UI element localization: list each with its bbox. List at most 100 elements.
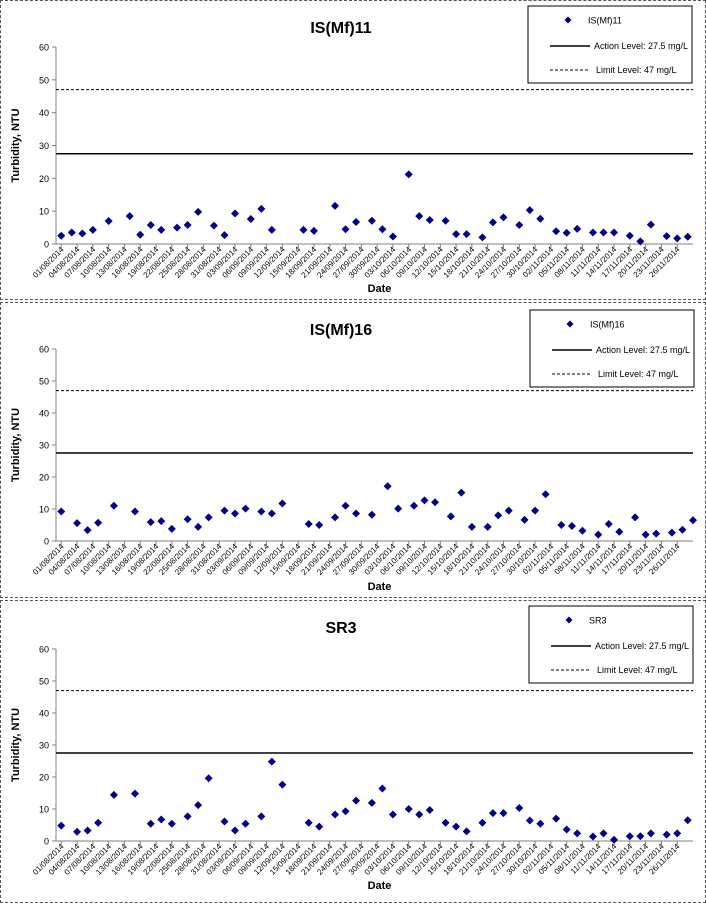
data-point <box>683 816 692 825</box>
chart-panel-sr3: SR3 0 10 20 30 40 50 60 Turbidity, NTU 01/08/2014… <box>0 600 706 903</box>
data-point <box>183 515 192 524</box>
data-point <box>257 507 266 516</box>
data-point <box>588 228 597 237</box>
y-tick-label: 60 <box>39 645 49 655</box>
data-point <box>594 530 603 539</box>
data-point <box>194 801 203 810</box>
data-point <box>278 499 287 508</box>
data-point <box>146 518 155 527</box>
data-point <box>588 832 597 841</box>
data-point <box>194 522 203 531</box>
data-point <box>525 206 534 215</box>
data-point <box>604 520 613 529</box>
y-tick-label: 0 <box>44 240 49 250</box>
data-point <box>667 528 676 537</box>
y-tick-label: 10 <box>39 805 49 815</box>
data-point <box>157 815 166 824</box>
chart-panel-ismf16: IS(Mf)16 0 10 20 30 40 50 60 Turbidity, NTU 01/08… <box>0 302 706 598</box>
data-point <box>394 504 403 513</box>
data-point <box>541 490 550 499</box>
data-point <box>230 209 239 218</box>
data-point <box>683 232 692 241</box>
data-point <box>599 829 608 838</box>
legend-marker <box>565 616 573 624</box>
data-point <box>525 816 534 825</box>
data-point <box>488 809 497 818</box>
data-point <box>578 526 587 535</box>
data-point <box>167 819 176 828</box>
legend-action-label: Action Level: 27.5 mg/L <box>594 41 688 51</box>
data-point <box>352 509 361 518</box>
data-point <box>641 530 650 539</box>
data-point <box>662 232 671 241</box>
data-point <box>409 501 418 510</box>
is-mf-16-title: IS(Mf)16 <box>310 322 372 339</box>
data-point <box>157 517 166 526</box>
data-point <box>204 774 213 783</box>
data-point <box>209 221 218 230</box>
data-point <box>230 509 239 518</box>
data-point <box>646 220 655 229</box>
y-tick-label: 40 <box>39 709 49 719</box>
data-point <box>67 228 76 237</box>
data-point <box>352 218 361 227</box>
data-point <box>425 216 434 225</box>
data-point <box>662 830 671 839</box>
data-point <box>599 228 608 237</box>
data-point <box>267 509 276 518</box>
data-point <box>352 796 361 805</box>
data-point <box>183 220 192 229</box>
data-point <box>520 515 529 524</box>
data-point <box>146 819 155 828</box>
data-point <box>130 789 139 798</box>
data-point <box>331 513 340 522</box>
data-point <box>536 214 545 223</box>
data-point <box>552 814 561 823</box>
data-point <box>104 217 113 226</box>
legend-marker <box>564 16 572 24</box>
data-point <box>341 501 350 510</box>
data-point <box>78 229 87 238</box>
data-point <box>441 216 450 225</box>
y-tick-label: 50 <box>39 377 49 387</box>
y-tick-label: 10 <box>39 207 49 217</box>
data-point <box>610 228 619 237</box>
data-point <box>515 804 524 813</box>
y-tick-label: 40 <box>39 108 49 118</box>
data-point <box>531 506 540 515</box>
data-point <box>173 223 182 232</box>
y-axis-label: Turbidity, NTU <box>10 408 22 482</box>
data-point <box>631 513 640 522</box>
data-point <box>57 231 66 240</box>
data-point <box>420 496 429 505</box>
legend-action-label: Action Level: 27.5 mg/L <box>596 345 690 355</box>
data-point <box>610 835 619 844</box>
data-point <box>441 818 450 827</box>
legend-limit-label: Limit Level: 47 mg/L <box>598 369 679 379</box>
legend-series-label: SR3 <box>589 616 607 626</box>
data-point <box>220 506 229 515</box>
data-point <box>378 784 387 793</box>
data-point <box>689 516 697 525</box>
sr3-title: SR3 <box>325 620 356 637</box>
data-point <box>552 227 561 236</box>
data-point <box>341 225 350 234</box>
data-point <box>462 230 471 239</box>
y-tick-label: 30 <box>39 141 49 151</box>
data-point <box>136 230 145 239</box>
data-point <box>452 822 461 831</box>
data-point <box>367 798 376 807</box>
data-point <box>367 510 376 519</box>
data-point <box>625 231 634 240</box>
data-point <box>109 501 118 510</box>
data-point <box>246 215 255 224</box>
data-point <box>425 805 434 814</box>
data-point <box>462 827 471 836</box>
y-tick-label: 60 <box>39 43 49 53</box>
data-point <box>483 522 492 531</box>
data-point <box>315 822 324 831</box>
data-point <box>567 521 576 530</box>
data-point <box>494 511 503 520</box>
